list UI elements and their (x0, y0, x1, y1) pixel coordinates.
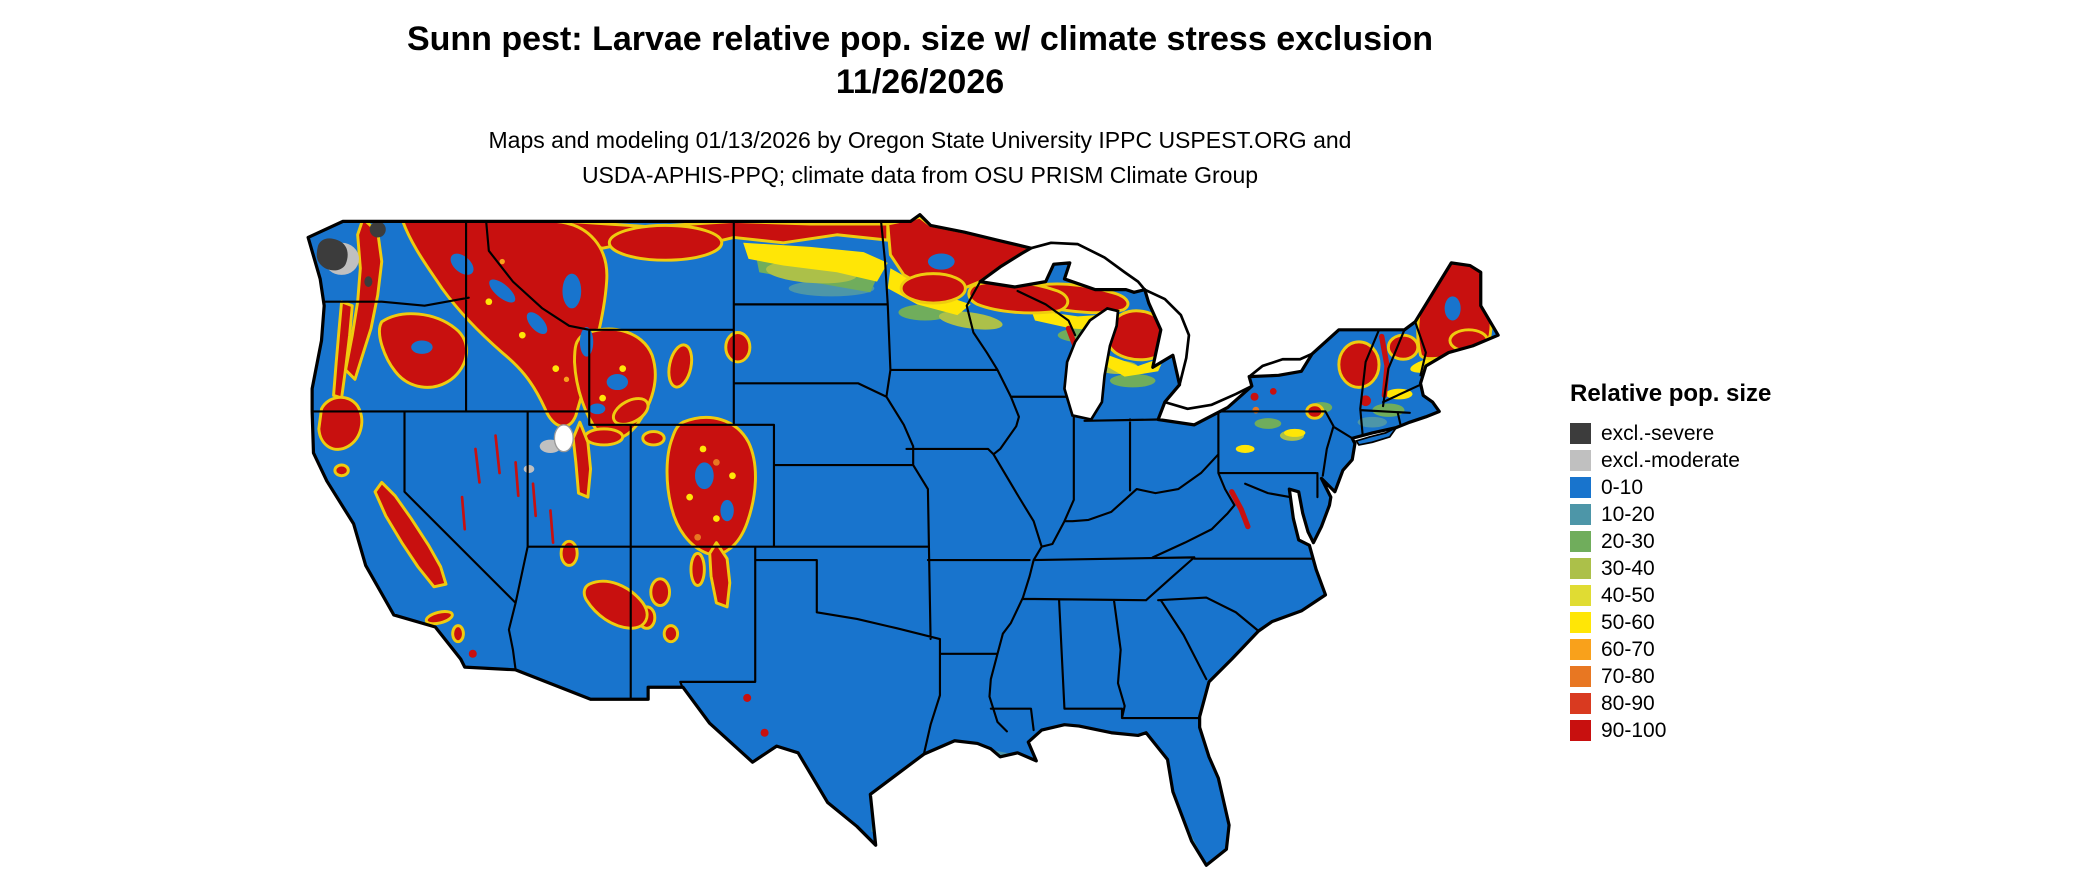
legend-swatch (1570, 693, 1591, 714)
legend-swatch (1570, 639, 1591, 660)
legend-swatch (1570, 666, 1591, 687)
legend: Relative pop. size excl.-severe excl.-mo… (1570, 380, 1771, 744)
us-population-map (301, 208, 1520, 884)
map-header: Sunn pest: Larvae relative pop. size w/ … (0, 18, 1840, 192)
legend-item-label: 70-80 (1601, 664, 1655, 688)
legend-item-label: 40-50 (1601, 583, 1655, 607)
legend-item-label: 90-100 (1601, 718, 1667, 742)
map-subtitle: Maps and modeling 01/13/2026 by Oregon S… (0, 123, 1840, 192)
subtitle-line2: USDA-APHIS-PPQ; climate data from OSU PR… (581, 161, 1259, 188)
legend-item: 40-50 (1570, 582, 1771, 609)
legend-title: Relative pop. size (1570, 380, 1772, 407)
us-map-svg (306, 213, 1500, 867)
legend-swatch (1570, 504, 1591, 525)
legend-item: 0-10 (1570, 474, 1771, 501)
legend-swatch (1570, 585, 1591, 606)
legend-swatch (1570, 531, 1591, 552)
map-title-date: 11/26/2026 (835, 62, 1005, 101)
legend-item-label: 20-30 (1601, 529, 1655, 553)
legend-item: 60-70 (1570, 636, 1771, 663)
map-title-line1: Sunn pest: Larvae relative pop. size w/ … (406, 20, 1434, 58)
legend-swatch (1570, 477, 1591, 498)
legend-item: 70-80 (1570, 663, 1771, 690)
legend-item-label: excl.-severe (1601, 421, 1715, 445)
legend-item-label: 0-10 (1601, 475, 1644, 499)
legend-item: 30-40 (1570, 555, 1771, 582)
lake-michigan (1063, 306, 1120, 422)
legend-swatch (1570, 450, 1591, 471)
legend-item-label: 10-20 (1601, 502, 1655, 526)
legend-item-label: 30-40 (1601, 556, 1655, 580)
legend-swatch (1570, 558, 1591, 579)
legend-swatch (1570, 612, 1591, 633)
state-borders (311, 220, 1427, 756)
legend-swatch (1570, 720, 1591, 741)
long-island (1354, 426, 1398, 446)
valley-holes (411, 253, 1461, 522)
great-lakes-border-line (1030, 241, 1313, 411)
legend-item: 90-100 (1570, 717, 1771, 744)
legend-item-label: 50-60 (1601, 610, 1655, 634)
map-fill-layers (308, 214, 1499, 866)
us-outline (306, 213, 1500, 867)
legend-swatch (1570, 423, 1591, 444)
legend-item-label: 80-90 (1601, 691, 1655, 715)
subtitle-line1: Maps and modeling 01/13/2026 by Oregon S… (488, 127, 1352, 153)
legend-item: excl.-severe (1570, 420, 1771, 447)
legend-item: excl.-moderate (1570, 447, 1771, 474)
legend-item-label: 60-70 (1601, 637, 1655, 661)
exclusion-zones (316, 221, 562, 474)
legend-item: 10-20 (1570, 501, 1771, 528)
great-salt-lake (553, 424, 574, 453)
legend-item: 80-90 (1570, 690, 1771, 717)
legend-item-label: excl.-moderate (1601, 448, 1740, 472)
legend-item: 20-30 (1570, 528, 1771, 555)
legend-item: 50-60 (1570, 609, 1771, 636)
